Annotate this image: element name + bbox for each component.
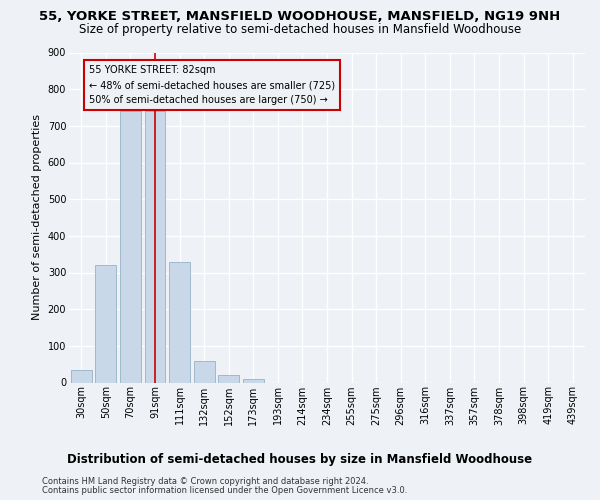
Text: Contains HM Land Registry data © Crown copyright and database right 2024.: Contains HM Land Registry data © Crown c…: [42, 477, 368, 486]
Y-axis label: Number of semi-detached properties: Number of semi-detached properties: [32, 114, 42, 320]
Text: Contains public sector information licensed under the Open Government Licence v3: Contains public sector information licen…: [42, 486, 407, 495]
Bar: [218, 375, 239, 382]
Text: 55 YORKE STREET: 82sqm
← 48% of semi-detached houses are smaller (725)
50% of se: 55 YORKE STREET: 82sqm ← 48% of semi-det…: [89, 66, 335, 105]
Bar: [71, 370, 92, 382]
Bar: [169, 262, 190, 382]
Text: 55, YORKE STREET, MANSFIELD WOODHOUSE, MANSFIELD, NG19 9NH: 55, YORKE STREET, MANSFIELD WOODHOUSE, M…: [40, 10, 560, 23]
Bar: [243, 379, 264, 382]
Bar: [145, 111, 166, 382]
Text: Size of property relative to semi-detached houses in Mansfield Woodhouse: Size of property relative to semi-detach…: [79, 22, 521, 36]
Bar: [120, 111, 141, 382]
Text: Distribution of semi-detached houses by size in Mansfield Woodhouse: Distribution of semi-detached houses by …: [67, 452, 533, 466]
Bar: [95, 265, 116, 382]
Bar: [194, 360, 215, 382]
